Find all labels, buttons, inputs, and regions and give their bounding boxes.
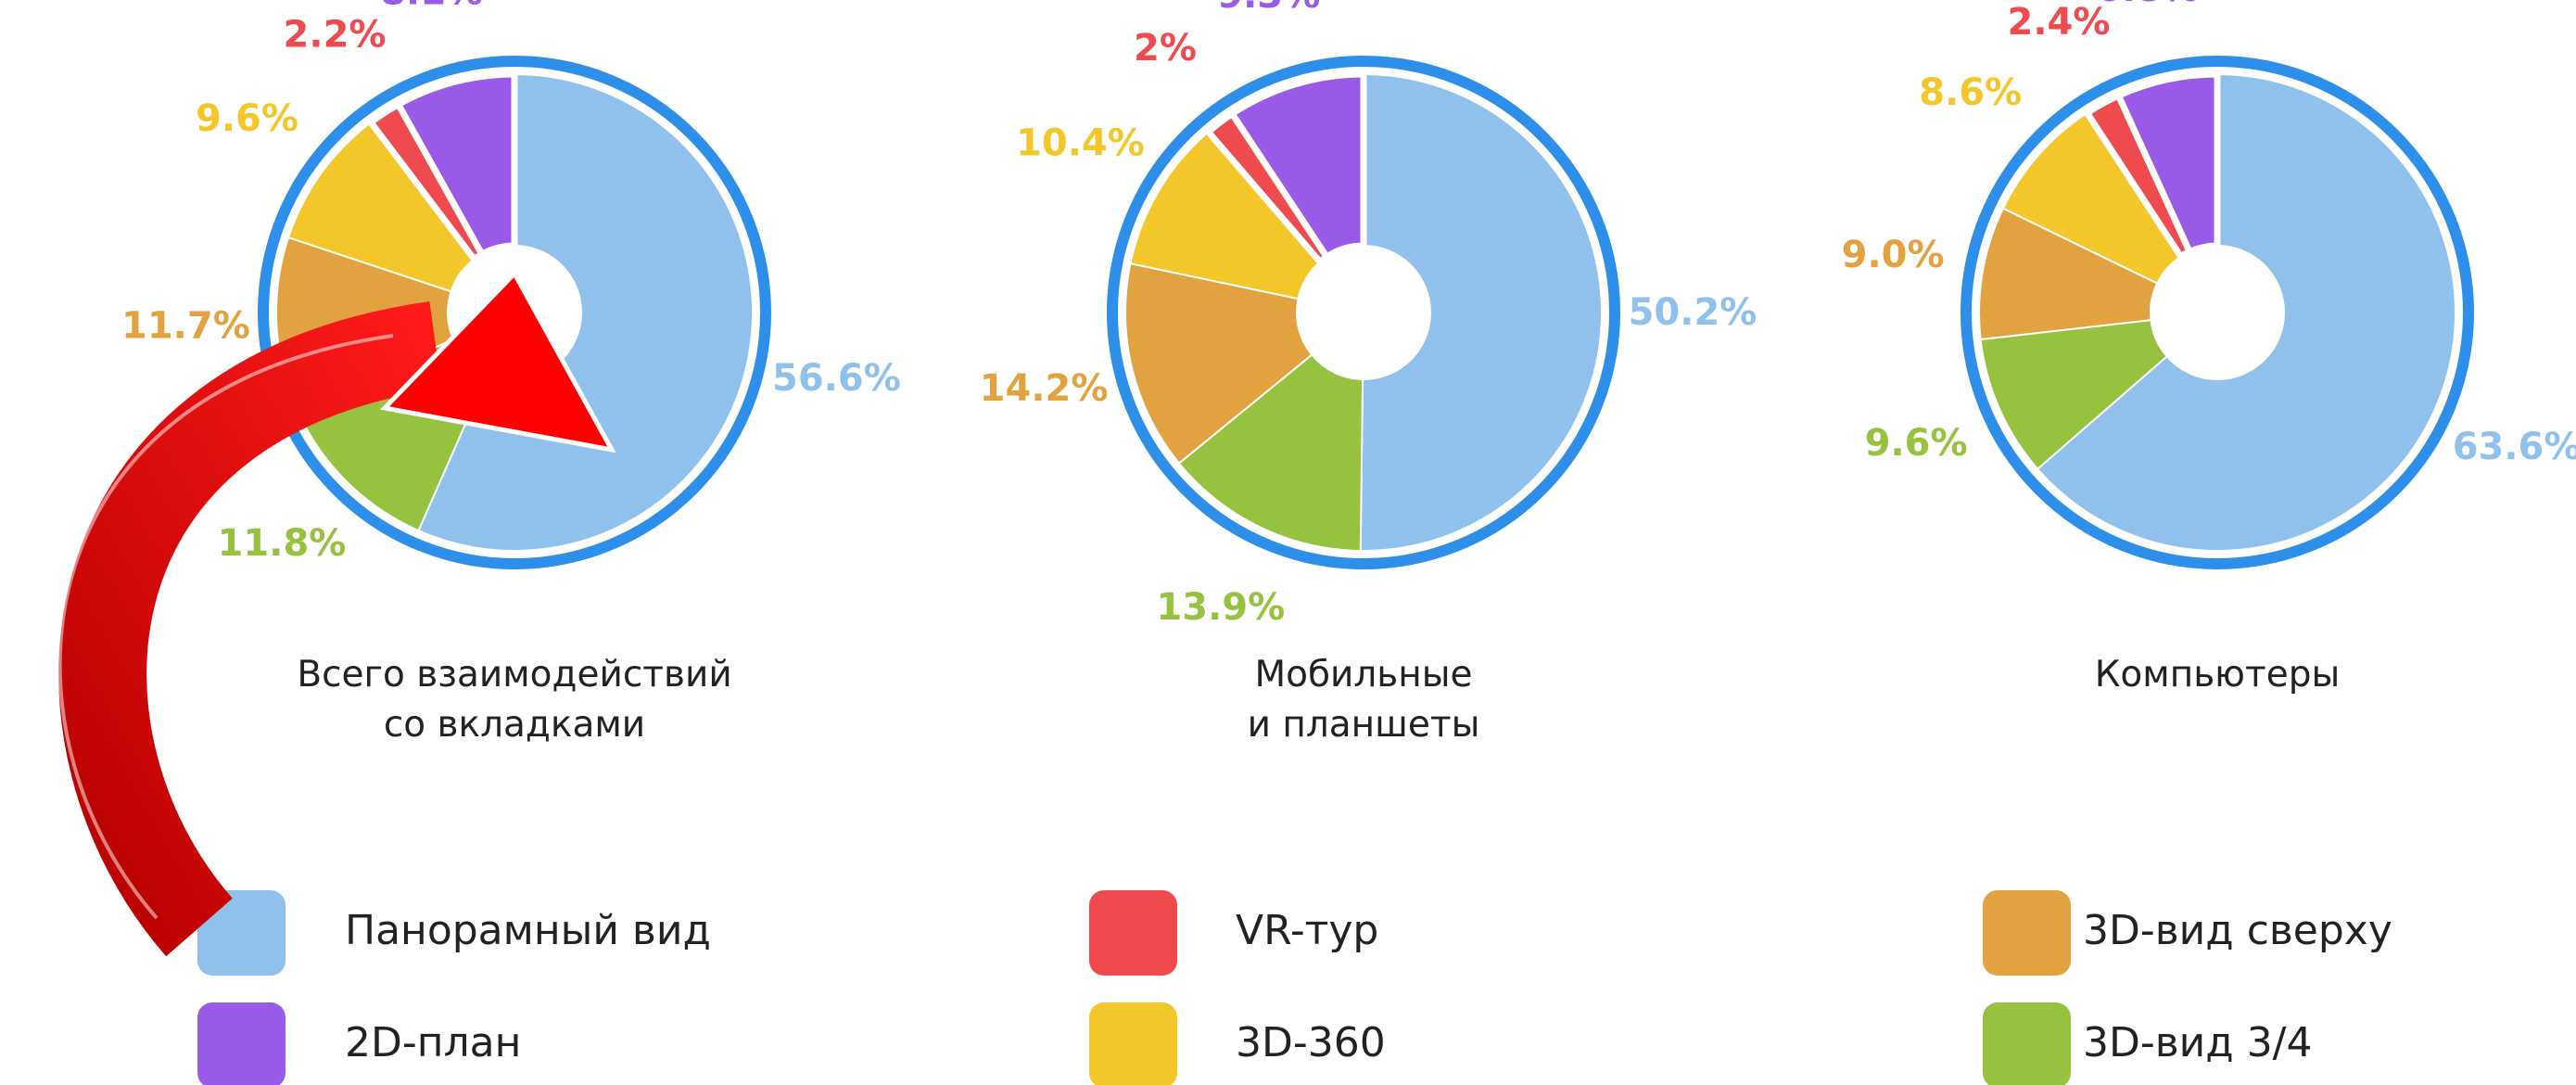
legend-swatch <box>1983 1002 2071 1085</box>
value-label: 63.6% <box>2453 426 2576 468</box>
value-label: 13.9% <box>1156 586 1285 629</box>
donut-hole <box>2151 246 2284 379</box>
value-label: 9.6% <box>196 97 298 140</box>
title-line: Всего взаимодействий <box>297 654 731 696</box>
value-label: 11.8% <box>218 522 347 565</box>
donut-hole <box>1297 246 1430 379</box>
legend-label: 2D-план <box>345 1019 521 1066</box>
legend-swatch <box>197 1002 286 1085</box>
legend-label: 3D-вид 3/4 <box>2083 1019 2313 1066</box>
value-label: 56.6% <box>772 357 901 400</box>
legend-label: VR-тур <box>1236 907 1378 954</box>
title-line: со вкладками <box>384 704 645 746</box>
chart: 56.6% 11.8% 11.7% 9.6% 2.2%8.1% Всего взаимод… <box>0 0 2576 1085</box>
chart-title: Мобильные и планшеты <box>1248 654 1480 746</box>
legend-label: 3D-вид сверху <box>2083 907 2392 954</box>
legend-swatch <box>1983 890 2071 976</box>
value-label: 9.0% <box>1842 234 1945 276</box>
value-label: 8.6% <box>1919 71 2022 114</box>
arrow-decoration <box>60 274 612 927</box>
value-label: 9.6% <box>1865 422 1968 465</box>
value-label: 10.4% <box>1016 121 1145 164</box>
value-label: 11.7% <box>121 305 250 348</box>
value-label: 2% <box>1134 27 1197 70</box>
title-line: Мобильные <box>1254 654 1472 696</box>
value-label: 2.4% <box>2008 1 2111 44</box>
legend-label: Панорамный вид <box>345 907 711 954</box>
legend-swatch <box>1089 1002 1177 1085</box>
legend-label: 3D-360 <box>1236 1019 1386 1066</box>
title-line: Компьютеры <box>2095 654 2341 696</box>
legend-swatch <box>1089 890 1177 976</box>
value-label: 6.8% <box>2096 0 2199 10</box>
chart-title: Компьютеры <box>2095 654 2341 696</box>
title-line: и планшеты <box>1248 704 1480 746</box>
charts: 56.6% 11.8% 11.7% 9.6% 2.2%8.1% Всего взаимод… <box>121 0 2576 1085</box>
value-label: 8.1% <box>380 0 483 13</box>
chart-title: Всего взаимодействий со вкладками <box>297 654 731 746</box>
page: 56.6% 11.8% 11.7% 9.6% 2.2%8.1% Всего взаимод… <box>0 0 2576 1085</box>
value-label: 14.2% <box>980 367 1109 410</box>
value-label: 50.2% <box>1629 291 1758 334</box>
value-label: 9.3% <box>1217 0 1320 17</box>
value-label: 2.2% <box>284 14 387 57</box>
